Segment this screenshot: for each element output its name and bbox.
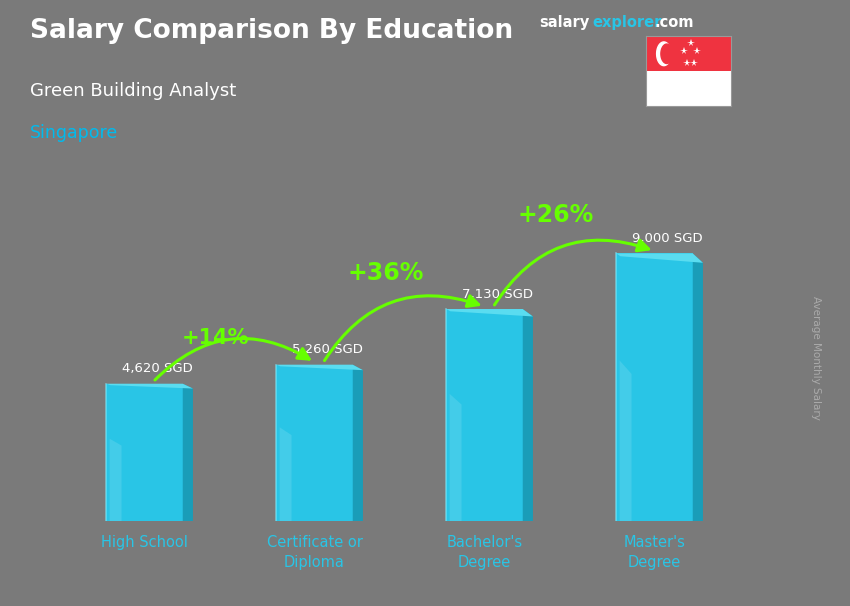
Text: Singapore: Singapore [30,124,118,142]
Text: .com: .com [654,15,694,30]
Text: Salary Comparison By Education: Salary Comparison By Education [30,18,513,44]
Text: explorer: explorer [592,15,662,30]
FancyBboxPatch shape [276,365,353,521]
Text: 7,130 SGD: 7,130 SGD [462,288,534,301]
FancyBboxPatch shape [106,384,183,521]
Polygon shape [106,384,193,388]
Polygon shape [280,427,292,521]
FancyBboxPatch shape [616,253,693,521]
Polygon shape [693,253,703,521]
Text: 4,620 SGD: 4,620 SGD [122,362,193,375]
Polygon shape [110,439,122,521]
Text: 5,260 SGD: 5,260 SGD [292,344,363,356]
Polygon shape [183,384,193,521]
Polygon shape [353,365,363,521]
Polygon shape [450,394,462,521]
Bar [646,36,731,72]
Text: Average Monthly Salary: Average Monthly Salary [811,296,821,419]
Text: Green Building Analyst: Green Building Analyst [30,82,236,100]
Text: +36%: +36% [348,261,424,285]
Polygon shape [276,365,363,370]
Polygon shape [657,42,672,65]
Text: +26%: +26% [518,203,594,227]
Polygon shape [523,309,533,521]
Polygon shape [616,253,703,263]
Polygon shape [661,44,672,64]
FancyBboxPatch shape [446,309,523,521]
Text: +14%: +14% [182,328,250,348]
Text: 9,000 SGD: 9,000 SGD [632,232,703,245]
Polygon shape [446,309,533,316]
Polygon shape [620,361,632,521]
Text: salary: salary [540,15,590,30]
